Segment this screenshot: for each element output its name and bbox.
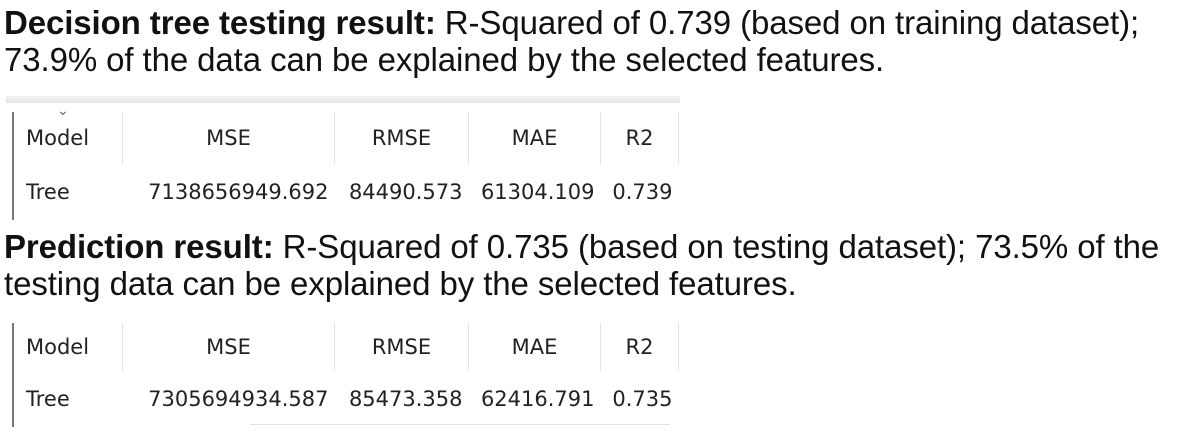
prediction-metrics-table: Model MSE RMSE MAE R2 Tree 7305694934.58… (12, 323, 679, 427)
column-header-mse[interactable]: MSE (122, 112, 335, 164)
table-header-row: Model MSE RMSE MAE R2 (13, 323, 679, 371)
column-header-mae[interactable]: MAE (468, 112, 601, 164)
training-result-heading: Decision tree testing result: (4, 4, 436, 41)
column-header-r2[interactable]: R2 (600, 323, 679, 371)
cell-mse: 7138656949.692 (148, 180, 329, 204)
cell-r2: 0.735 (612, 387, 673, 411)
cell-model: Tree (26, 180, 70, 204)
cell-model: Tree (26, 387, 70, 411)
cell-mae: 61304.109 (480, 180, 595, 204)
prediction-result-paragraph: Prediction result: R-Squared of 0.735 (b… (4, 228, 1190, 302)
column-header-rmse[interactable]: RMSE (334, 112, 469, 164)
prediction-result-heading: Prediction result: (4, 228, 274, 265)
table-toolbar-strip (6, 96, 680, 103)
cell-rmse: 85473.358 (348, 387, 463, 411)
column-header-mae[interactable]: MAE (468, 323, 601, 371)
table-row: Tree 7138656949.692 84490.573 61304.109 … (13, 164, 679, 220)
training-result-paragraph: Decision tree testing result: R-Squared … (4, 4, 1190, 78)
column-header-mse[interactable]: MSE (122, 323, 335, 371)
training-metrics-table: Model MSE RMSE MAE R2 Tree 7138656949.69… (12, 112, 679, 220)
table-row: Tree 7305694934.587 85473.358 62416.791 … (13, 371, 679, 427)
table-header-row: Model MSE RMSE MAE R2 (13, 112, 679, 164)
cell-mae: 62416.791 (480, 387, 595, 411)
chevron-down-icon[interactable]: ⌄ (57, 103, 69, 119)
column-header-model[interactable]: Model (13, 323, 123, 371)
cell-rmse: 84490.573 (348, 180, 463, 204)
column-header-rmse[interactable]: RMSE (334, 323, 469, 371)
cell-mse: 7305694934.587 (148, 387, 329, 411)
column-header-r2[interactable]: R2 (600, 112, 679, 164)
training-result-text: R-Squared of 0.739 (based on training da… (4, 4, 1140, 78)
column-header-model[interactable]: Model (13, 112, 123, 164)
table-bottom-divider (250, 424, 670, 425)
prediction-result-text: R-Squared of 0.735 (based on testing dat… (4, 228, 1160, 302)
cell-r2: 0.739 (612, 180, 673, 204)
